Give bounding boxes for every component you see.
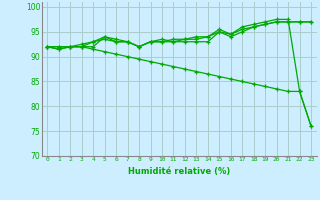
X-axis label: Humidité relative (%): Humidité relative (%): [128, 167, 230, 176]
